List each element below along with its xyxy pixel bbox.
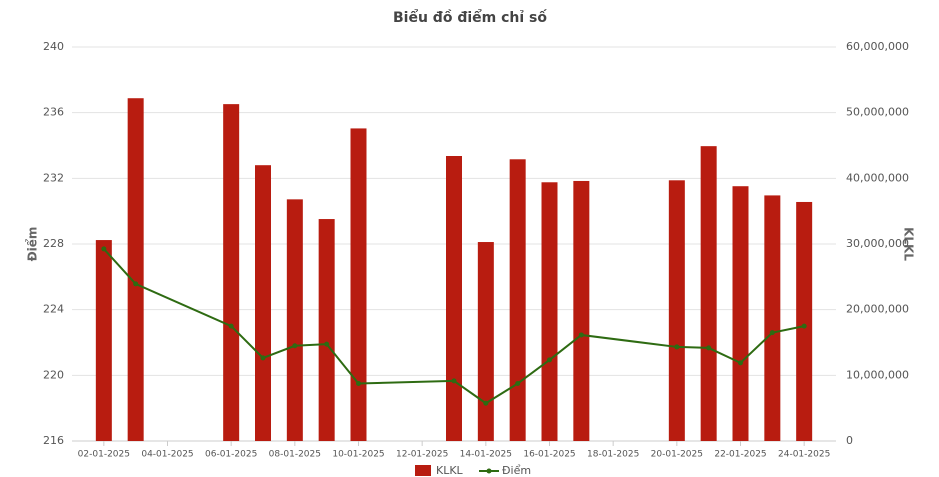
point — [738, 360, 743, 366]
point — [292, 343, 298, 349]
bar — [573, 180, 590, 441]
bar — [127, 98, 144, 441]
bar — [95, 240, 112, 441]
y2-tick-label: 20,000,000 — [846, 303, 909, 316]
chart-title: Biểu đồ điểm chỉ số — [393, 9, 547, 26]
point — [133, 281, 139, 287]
point — [515, 381, 521, 387]
point — [801, 323, 807, 329]
bar — [477, 242, 494, 441]
x-tick-label: 06-01-2025 — [205, 450, 257, 460]
bar — [541, 182, 558, 442]
legend-swatch — [415, 465, 431, 476]
bar — [509, 159, 526, 442]
x-tick-label: 04-01-2025 — [141, 450, 193, 460]
y2-tick-label: 40,000,000 — [846, 171, 909, 184]
legend-label: Điểm — [502, 464, 531, 477]
y-tick-label: 220 — [43, 368, 64, 381]
bar — [732, 186, 749, 441]
bar — [700, 146, 717, 441]
bar — [350, 128, 367, 441]
y-tick-label: 236 — [43, 106, 64, 119]
point — [228, 323, 234, 329]
point — [260, 355, 266, 361]
bar — [223, 104, 240, 441]
bar — [446, 156, 462, 442]
point — [674, 344, 680, 350]
y-tick-label: 240 — [43, 40, 64, 53]
y-tick-label: 232 — [43, 171, 64, 184]
bar — [668, 180, 685, 441]
bar — [764, 195, 781, 441]
x-tick-label: 02-01-2025 — [78, 450, 130, 460]
bar — [796, 201, 813, 441]
y-axis-title: Điểm — [25, 227, 40, 262]
y2-tick-label: 10,000,000 — [846, 368, 909, 381]
bar — [318, 219, 335, 441]
x-tick-label: 18-01-2025 — [587, 450, 639, 460]
point — [706, 345, 712, 351]
y2-tick-label: 50,000,000 — [846, 106, 909, 119]
legend-label: KLKL — [436, 464, 464, 477]
point — [483, 400, 489, 406]
bar — [286, 199, 303, 441]
point — [769, 330, 775, 336]
y2-tick-label: 0 — [846, 434, 853, 447]
x-tick-label: 22-01-2025 — [714, 450, 766, 460]
x-tick-label: 08-01-2025 — [269, 450, 321, 460]
point — [324, 341, 330, 347]
x-tick-label: 14-01-2025 — [460, 450, 512, 460]
point — [356, 381, 361, 387]
x-tick-label: 16-01-2025 — [523, 450, 575, 460]
point — [101, 246, 107, 252]
x-tick-label: 12-01-2025 — [396, 450, 448, 460]
y2-axis-title: KLKL — [902, 227, 916, 261]
y2-tick-label: 60,000,000 — [846, 40, 909, 53]
x-tick-label: 24-01-2025 — [778, 450, 830, 460]
legend-swatch — [486, 468, 492, 474]
point — [451, 378, 457, 384]
bar — [255, 165, 271, 441]
x-tick-label: 10-01-2025 — [332, 450, 384, 460]
point — [578, 332, 584, 338]
y-tick-label: 228 — [43, 237, 64, 250]
x-tick-label: 20-01-2025 — [651, 450, 703, 460]
y2-tick-label: 30,000,000 — [846, 237, 909, 250]
point — [547, 357, 552, 363]
y-tick-label: 224 — [43, 303, 64, 316]
y-tick-label: 216 — [43, 434, 64, 447]
